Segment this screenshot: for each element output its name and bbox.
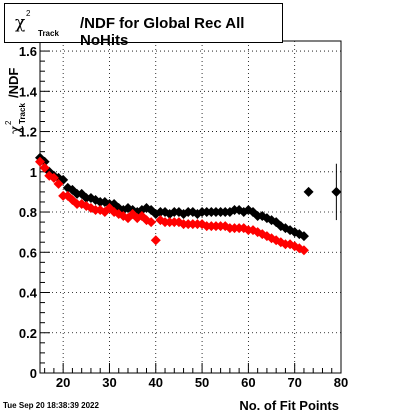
- data-point-black: [331, 186, 342, 197]
- data-point-red: [150, 235, 161, 246]
- y-tick-label: 1.6: [19, 44, 37, 59]
- y-tick-label: 0.4: [19, 286, 38, 301]
- x-tick-label: 70: [287, 375, 301, 390]
- data-point-red: [35, 156, 45, 167]
- y-axis-label: χ 2 Track /NDF: [2, 48, 28, 134]
- data-point-black: [298, 231, 309, 242]
- data-point-red: [118, 211, 129, 222]
- title-box: χ 2 Track /NDF for Global Rec All NoHits: [4, 3, 283, 49]
- y-tick-label: 1.4: [19, 84, 38, 99]
- chart-title: /NDF for Global Rec All NoHits: [80, 15, 245, 49]
- x-axis-label: No. of Fit Points: [239, 398, 339, 413]
- data-point-red: [298, 245, 309, 256]
- data-point-red: [53, 178, 64, 189]
- ylabel-chi-symbol: χ: [8, 125, 24, 134]
- y-tick-label: 0: [30, 366, 37, 381]
- title-subscript: Track: [38, 29, 59, 38]
- ylabel-text: /NDF: [6, 67, 21, 98]
- data-point-red: [146, 217, 157, 228]
- timestamp: Tue Sep 20 18:38:39 2022: [3, 401, 99, 410]
- title-superscript: 2: [26, 9, 31, 18]
- y-tick-label: 0.2: [19, 326, 37, 341]
- x-tick-label: 50: [195, 375, 209, 390]
- y-tick-label: 1.2: [19, 125, 37, 140]
- y-tick-label: 0.8: [19, 205, 37, 220]
- x-tick-label: 80: [334, 375, 348, 390]
- y-tick-label: 1: [30, 165, 37, 180]
- data-point-red: [48, 172, 59, 183]
- x-tick-label: 60: [241, 375, 255, 390]
- title-chi-symbol: χ: [15, 13, 26, 33]
- x-tick-label: 20: [56, 375, 70, 390]
- x-tick-label: 30: [102, 375, 116, 390]
- data-point-black: [303, 186, 314, 197]
- ylabel-superscript: 2: [4, 120, 13, 125]
- x-tick-label: 40: [149, 375, 163, 390]
- ylabel-subscript: Track: [18, 103, 27, 124]
- data-point-red: [39, 162, 50, 173]
- y-tick-label: 0.6: [19, 245, 37, 260]
